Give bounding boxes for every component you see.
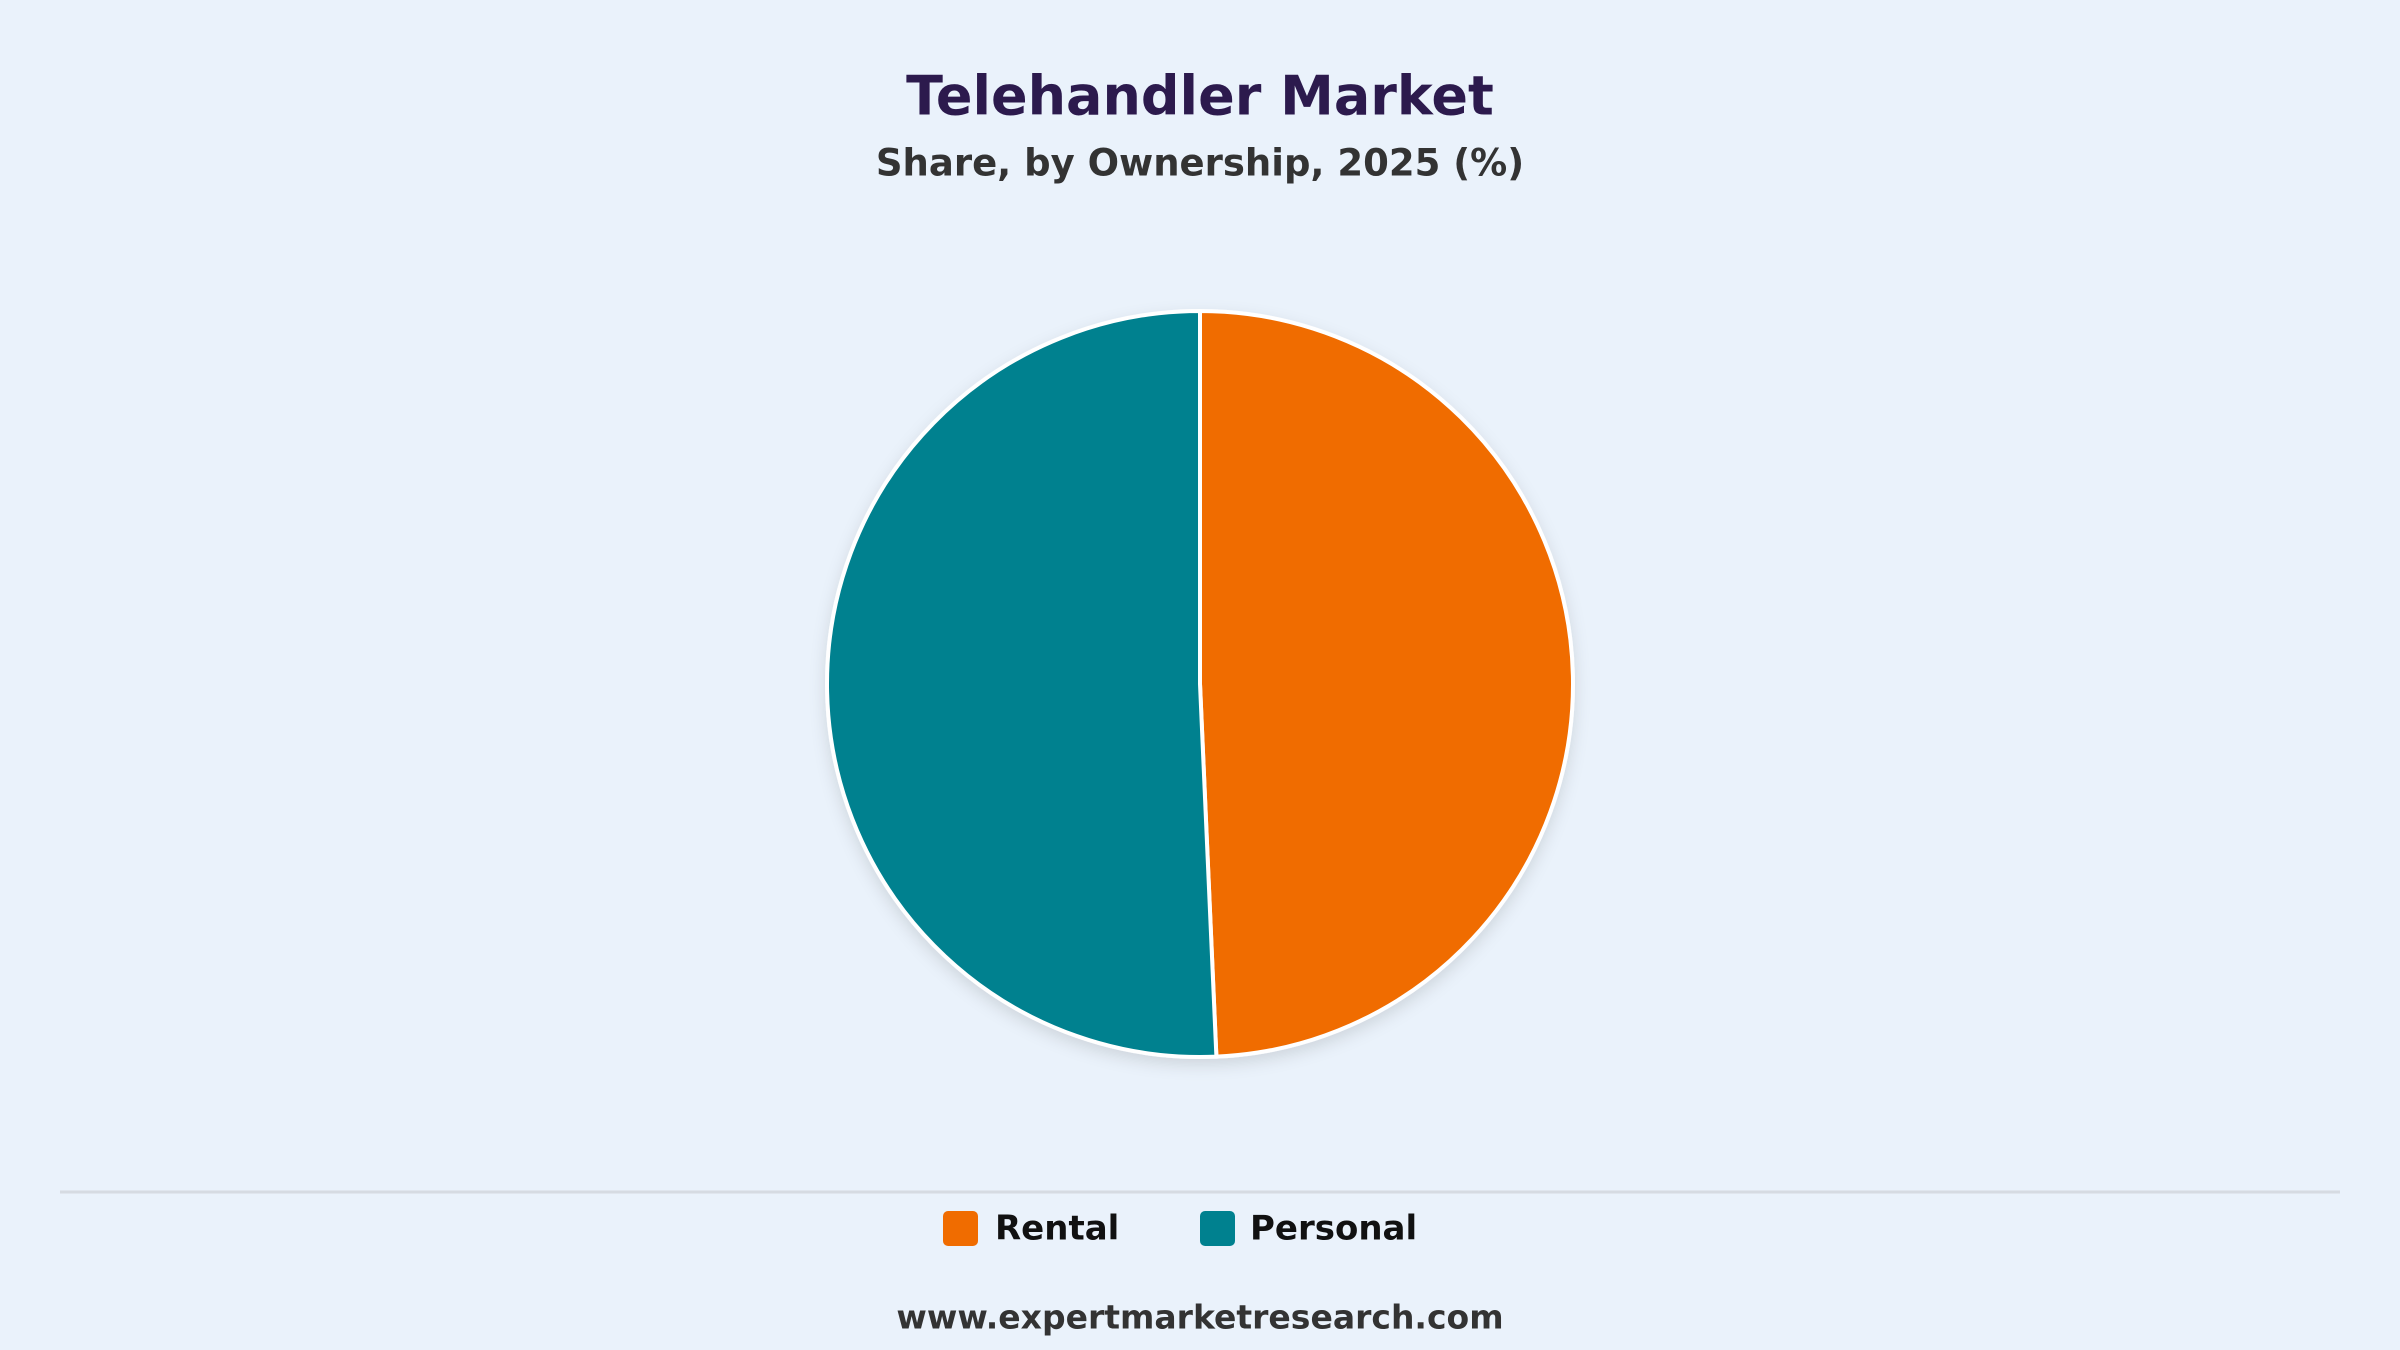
- legend-label: Personal: [1250, 1209, 1417, 1249]
- legend: Rental Personal: [943, 1209, 1417, 1249]
- legend-label: Rental: [995, 1209, 1119, 1249]
- pie-slice: [825, 309, 1219, 1059]
- chart-title: Telehandler Market: [906, 65, 1494, 128]
- source: www.expertmarketresearch.com: [896, 1298, 1503, 1337]
- pie-slice: [1198, 309, 1575, 1059]
- legend-swatch: [1200, 1211, 1235, 1246]
- pie: [825, 309, 1575, 1059]
- chart-subtitle: Share, by Ownership, 2025 (%): [876, 142, 1524, 185]
- legend-swatch: [943, 1211, 978, 1246]
